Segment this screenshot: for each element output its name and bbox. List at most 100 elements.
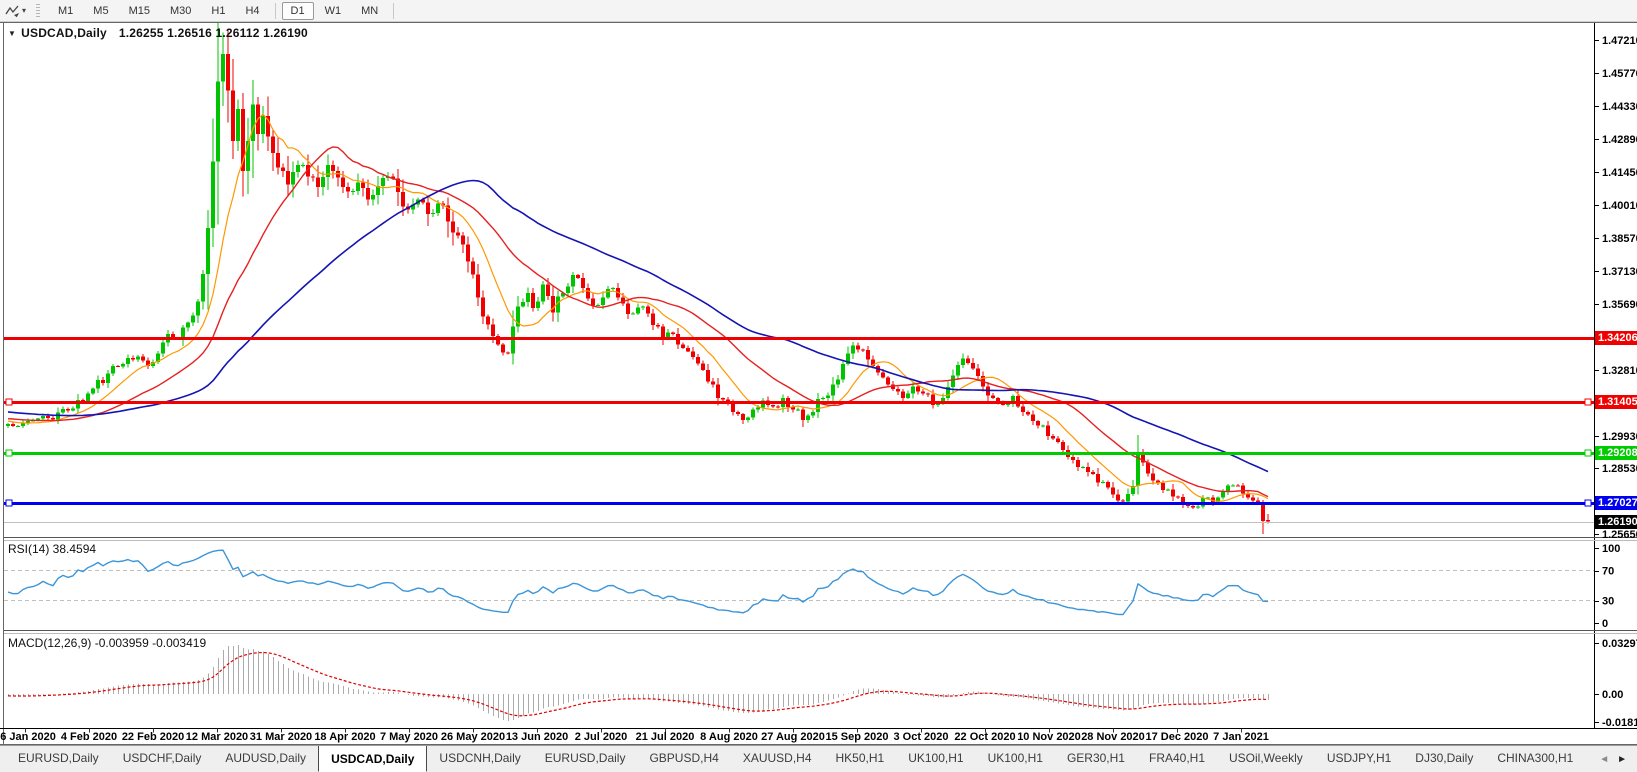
macd-axis-tick: 0.032972	[1602, 638, 1637, 650]
price-axis-tick: 1.41450	[1602, 167, 1637, 179]
price-axis-tick: 1.47210	[1602, 35, 1637, 47]
timeframe-toolbar: M1 M5 M15 M30 H1 H4 D1 W1 MN	[48, 0, 399, 21]
rsi-axis-tick: 70	[1602, 566, 1614, 578]
chart-tab-usdcnh-daily[interactable]: USDCNH,Daily	[439, 751, 521, 765]
chart-tab-eurusd-daily[interactable]: EURUSD,Daily	[18, 751, 99, 765]
price-axis-tick: 1.40010	[1602, 200, 1637, 212]
timeframe-button-mn[interactable]: MN	[361, 4, 379, 17]
price-label-support-lower: 1.27027	[1595, 495, 1637, 510]
collapse-triangle-icon[interactable]: ▼	[8, 29, 17, 38]
date-axis-label: 15 Sep 2020	[826, 731, 889, 743]
tab-scroll-left-icon[interactable]: ◄	[1599, 753, 1610, 765]
date-axis-label: 27 Aug 2020	[761, 731, 825, 743]
date-axis-label: 8 Aug 2020	[700, 731, 758, 743]
price-label-resistance-upper: 1.34206	[1595, 331, 1637, 345]
chart-title-quotes: 1.26255 1.26516 1.26112 1.26190	[118, 26, 308, 40]
date-axis-label: 21 Jul 2020	[636, 731, 695, 743]
date-axis-label: 18 Apr 2020	[314, 731, 375, 743]
price-label-resistance-lower: 1.31405	[1595, 395, 1637, 410]
macd-signal-line	[7, 651, 1269, 717]
price-axis-tick: 1.38570	[1602, 233, 1637, 245]
candlestick-series	[6, 23, 1270, 535]
date-axis-label: 22 Feb 2020	[122, 731, 184, 743]
date-axis-label: 3 Oct 2020	[893, 731, 948, 743]
date-axis-label: 28 Nov 2020	[1081, 731, 1145, 743]
macd-indicator-label: MACD(12,26,9) -0.003959 -0.003419	[8, 636, 207, 650]
timeframe-button-d1[interactable]: D1	[281, 1, 314, 20]
rsi-axis-tick: 100	[1602, 543, 1620, 555]
chart-title: ▼ USDCAD,Daily 1.26255 1.26516 1.26112 1.2…	[8, 26, 308, 40]
date-axis-label: 16 Jan 2020	[0, 731, 56, 743]
price-axis-tick: 1.35690	[1602, 299, 1637, 311]
chart-tab-china300-h1[interactable]: CHINA300,H1	[1497, 751, 1574, 765]
price-axis-tick: 1.25650	[1602, 529, 1637, 541]
chart-title-symbol: USDCAD,Daily	[21, 26, 107, 40]
timeframe-button-h1[interactable]: H1	[211, 4, 226, 17]
hline-handle[interactable]	[1584, 499, 1592, 507]
ma-line-55	[7, 179, 1269, 473]
rsi-indicator-label: RSI(14) 38.4594	[8, 542, 97, 556]
chart-tab-dj30-daily[interactable]: DJ30,Daily	[1415, 751, 1474, 765]
hline-handle[interactable]	[5, 499, 13, 507]
chart-tab-fra40-h1[interactable]: FRA40,H1	[1148, 751, 1206, 765]
chart-tab-uk100-h1[interactable]: UK100,H1	[987, 751, 1043, 765]
timeframe-button-h4[interactable]: H4	[245, 4, 260, 17]
macd-axis-tick: 0.00	[1602, 689, 1623, 701]
drawing-tool-icon[interactable]	[5, 4, 20, 18]
tab-scroll-right-icon[interactable]: ►	[1617, 753, 1627, 765]
chart-tab-xauusd-h4[interactable]: XAUUSD,H4	[742, 751, 812, 765]
hline-handle[interactable]	[1584, 398, 1592, 406]
timeframe-button-w1[interactable]: W1	[324, 4, 342, 17]
chart-tab-usdjpy-h1[interactable]: USDJPY,H1	[1326, 751, 1392, 765]
chart-tab-uk100-h1[interactable]: UK100,H1	[908, 751, 964, 765]
timeframe-button-m1[interactable]: M1	[58, 4, 74, 17]
price-axis-tick: 1.28530	[1602, 463, 1637, 475]
price-axis-tick: 1.37130	[1602, 266, 1637, 278]
date-axis-label: 10 Nov 2020	[1017, 731, 1081, 743]
chart-tab-eurusd-daily[interactable]: EURUSD,Daily	[544, 751, 626, 765]
price-axis-tick: 1.32810	[1602, 365, 1637, 377]
rsi-axis-tick: 0	[1602, 618, 1608, 630]
chart-tabs: EURUSD,Daily USDCHF,Daily AUDUSD,Daily USDC…	[0, 746, 1637, 772]
date-axis-label: 2 Jul 2020	[575, 731, 628, 743]
macd-panel	[7, 645, 1269, 722]
timeframe-button-m30[interactable]: M30	[169, 4, 192, 17]
chart-tab-hk50-h1[interactable]: HK50,H1	[835, 751, 885, 765]
hline-handle[interactable]	[1584, 449, 1592, 457]
price-axis-tick: 1.44330	[1602, 101, 1637, 113]
date-axis-label: 26 May 2020	[441, 731, 505, 743]
toolbar: ▾ M1 M5 M15 M30 H1 H4 D1 W1 MN	[0, 0, 1637, 22]
date-axis-label: 31 Mar 2020	[250, 731, 312, 743]
current-price-label: 1.26190	[1595, 514, 1637, 529]
price-axis-tick: 1.42890	[1602, 134, 1637, 146]
hline-handle[interactable]	[5, 449, 13, 457]
hline-handle[interactable]	[5, 398, 13, 406]
tab-scroll-arrows: ◄ ►	[1591, 746, 1635, 772]
rsi-line	[7, 549, 1269, 616]
timeframe-button-m5[interactable]: M5	[93, 4, 109, 17]
macd-axis-tick: -0.018154	[1602, 717, 1637, 729]
chart-tab-ger30-h1[interactable]: GER30,H1	[1066, 751, 1125, 765]
timeframe-button-m15[interactable]: M15	[128, 4, 150, 17]
chart-tab-usoil-weekly[interactable]: USOil,Weekly	[1229, 751, 1303, 765]
price-axis-tick: 1.45770	[1602, 68, 1637, 80]
date-axis-label: 13 Jun 2020	[506, 731, 568, 743]
dropdown-arrow-icon[interactable]: ▾	[22, 6, 27, 15]
date-axis-label: 7 May 2020	[380, 731, 438, 743]
chart-tab-usdchf-daily[interactable]: USDCHF,Daily	[122, 751, 202, 765]
chart-tab-usdcad-daily[interactable]: USDCAD,Daily	[318, 746, 428, 772]
date-axis-label: 17 Dec 2020	[1146, 731, 1209, 743]
chart-tab-gbpusd-h4[interactable]: GBPUSD,H4	[649, 751, 719, 765]
toolbar-grip[interactable]	[36, 3, 41, 18]
ma-line-10	[7, 113, 1269, 502]
horizontal-lines[interactable]	[4, 337, 1594, 523]
price-label-support-mid: 1.29208	[1595, 445, 1637, 460]
chart-tab-audusd-daily[interactable]: AUDUSD,Daily	[225, 751, 307, 765]
toolbar-separator	[274, 2, 276, 19]
toolbar-separator	[393, 2, 395, 19]
rsi-axis-tick: 30	[1602, 596, 1614, 608]
chart-tab-bar: EURUSD,Daily USDCHF,Daily AUDUSD,Daily USDC…	[0, 745, 1637, 772]
price-axis-tick: 1.29930	[1602, 431, 1637, 443]
date-axis-label: 7 Jan 2021	[1213, 731, 1269, 743]
